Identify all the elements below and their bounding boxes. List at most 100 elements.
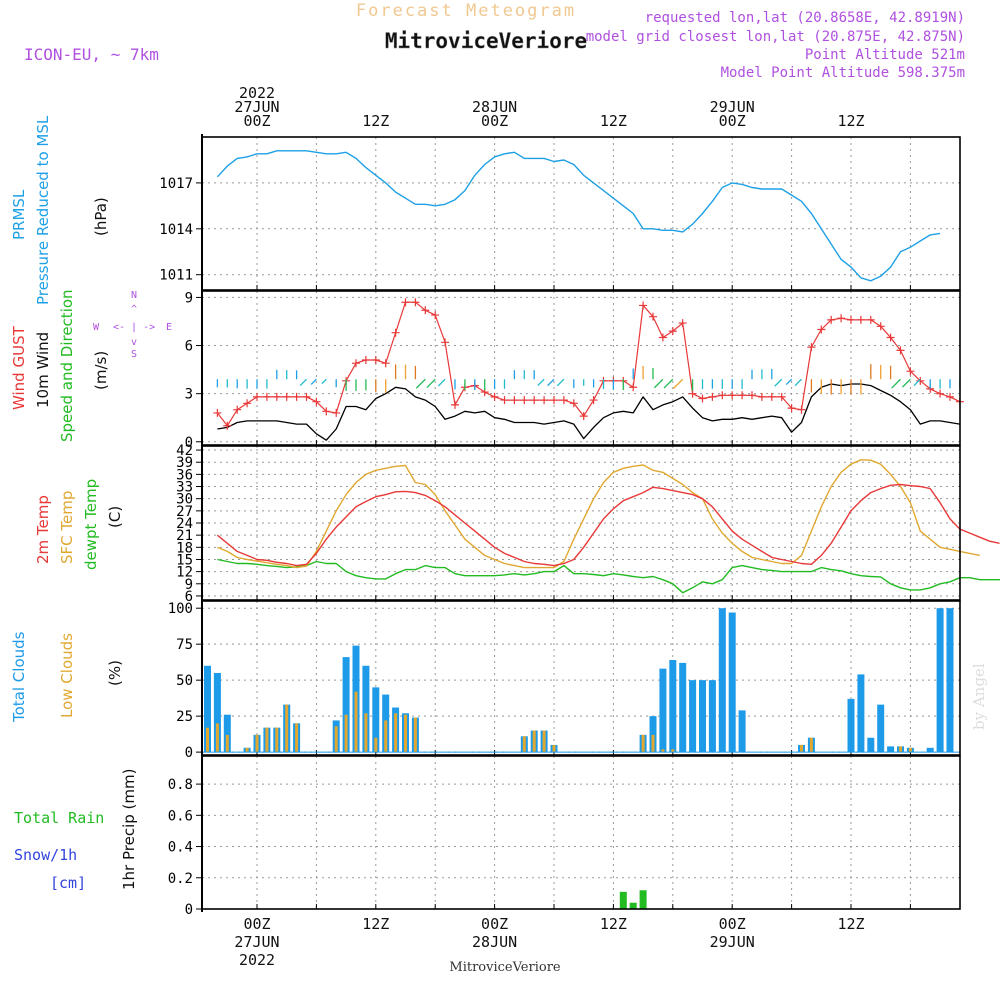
prmsl-line xyxy=(216,150,941,282)
wind-direction-arrow xyxy=(794,378,802,387)
gust-marker xyxy=(569,399,578,408)
gust-marker xyxy=(866,315,875,324)
low-cloud-bar xyxy=(899,746,902,753)
total-clouds-label: Total Clouds xyxy=(10,631,28,723)
temp-2m-line xyxy=(216,483,1000,567)
y-tick-label: 0.8 xyxy=(168,777,193,793)
wind-direction-arrow xyxy=(537,378,545,386)
low-cloud-bar xyxy=(641,734,645,753)
gust-marker xyxy=(243,399,252,408)
wind-direction-arrow xyxy=(785,378,793,385)
clouds-panel: 0 25 50 75 100 xyxy=(168,600,961,761)
gust-marker xyxy=(272,392,281,401)
dewpoint-line xyxy=(217,558,1000,594)
wind-label: 10m Wind xyxy=(34,332,52,408)
total-cloud-bar xyxy=(867,737,875,753)
gust-marker xyxy=(579,412,588,421)
wind-direction-arrow xyxy=(891,378,901,389)
y-tick-label: 0.4 xyxy=(168,840,193,856)
wind-speed-line xyxy=(217,383,961,441)
gust-marker xyxy=(708,392,717,401)
precip-axis-label: 1hr Precip (mm) xyxy=(120,769,138,890)
station-title: MitroviceVeriore xyxy=(385,29,587,53)
top-time-label: 00Z xyxy=(481,112,508,130)
top-time-label: 28JUN xyxy=(472,98,517,116)
gust-label: Wind GUST xyxy=(10,325,28,410)
gust-marker xyxy=(253,392,261,401)
gust-marker xyxy=(312,397,321,406)
y-tick-label: 1011 xyxy=(159,268,193,284)
total-cloud-bar xyxy=(887,746,895,753)
total-cloud-bar xyxy=(699,680,706,753)
y-tick-label: 33 xyxy=(176,480,193,496)
wind-direction-arrow xyxy=(299,378,307,386)
footer-station: MitroviceVeriore xyxy=(449,960,561,975)
y-tick-label: 42 xyxy=(176,443,193,459)
total-cloud-bar xyxy=(877,704,885,753)
low-cloud-bar xyxy=(265,727,269,753)
dew-label: dewpt Temp xyxy=(82,479,100,570)
gust-marker xyxy=(451,400,459,409)
gust-marker xyxy=(629,383,638,392)
precip-panel: 0 0.2 0.4 0.6 0.8 xyxy=(168,755,961,918)
requested-coords: requested lon,lat (20.8658E, 42.8919N) xyxy=(645,10,965,26)
gust-marker xyxy=(946,392,954,401)
bottom-time-label: 00Z xyxy=(719,915,746,933)
wind-direction-arrow xyxy=(547,378,555,387)
wind-labels: Wind GUST 10m Wind Speed and Direction (… xyxy=(10,289,172,442)
wind-direction-arrow xyxy=(672,378,684,390)
plot-layer: 1011101410170369691215182124273033363942… xyxy=(159,84,1000,969)
gust-marker xyxy=(936,389,945,398)
pressure-frame xyxy=(201,136,961,291)
gust-marker xyxy=(896,346,905,355)
total-cloud-bar xyxy=(718,608,726,753)
total-cloud-bar xyxy=(223,714,231,753)
bottom-time-label: 12Z xyxy=(837,915,864,933)
wind-direction-arrow xyxy=(774,378,783,387)
prmsl-unit: (hPa) xyxy=(92,197,110,236)
low-cloud-bar xyxy=(542,730,546,753)
compass-w: W xyxy=(93,322,100,333)
total-cloud-bar xyxy=(372,687,380,753)
closest-coords: model grid closest lon,lat (20.875E, 42.… xyxy=(586,29,965,45)
gust-marker xyxy=(431,311,440,320)
low-cloud-bar xyxy=(413,717,417,753)
low-cloud-bar xyxy=(800,744,803,753)
gust-marker xyxy=(757,392,766,401)
gust-marker xyxy=(639,301,648,310)
total-cloud-bar xyxy=(738,710,746,753)
wind-direction-arrow xyxy=(437,378,446,387)
total-cloud-bar xyxy=(926,747,934,753)
total-cloud-bar xyxy=(857,674,865,753)
low-cloud-bar xyxy=(295,723,299,753)
y-tick-label: 1017 xyxy=(159,176,193,192)
gust-marker xyxy=(282,392,291,401)
wind-direction-arrow xyxy=(902,378,911,388)
gust-marker xyxy=(678,319,687,328)
bottom-time-label: 29JUN xyxy=(710,933,755,951)
rain-label: Total Rain xyxy=(14,809,104,827)
total-cloud-bar xyxy=(362,665,370,753)
gust-marker xyxy=(490,392,499,401)
gust-marker xyxy=(777,392,786,401)
top-time-label: 27JUN xyxy=(234,98,279,116)
y-tick-label: 0.2 xyxy=(168,871,193,887)
gust-marker xyxy=(223,421,232,430)
y-tick-label: 25 xyxy=(176,709,193,725)
gust-marker xyxy=(520,396,529,405)
top-time-label: 12Z xyxy=(600,112,627,130)
gust-marker xyxy=(262,392,271,401)
top-time-label: 12Z xyxy=(362,112,389,130)
low-cloud-bar xyxy=(206,727,209,753)
y-tick-label: 18 xyxy=(176,540,193,556)
total-cloud-bar xyxy=(708,680,716,753)
wind-dir-label: Speed and Direction xyxy=(58,289,76,442)
low-cloud-bar xyxy=(275,727,279,753)
gust-marker xyxy=(302,392,311,401)
low-clouds-label: Low Clouds xyxy=(58,633,76,718)
gust-marker xyxy=(540,396,549,405)
low-cloud-bar xyxy=(671,749,675,753)
gust-marker xyxy=(401,298,410,307)
low-cloud-bar xyxy=(552,744,556,753)
